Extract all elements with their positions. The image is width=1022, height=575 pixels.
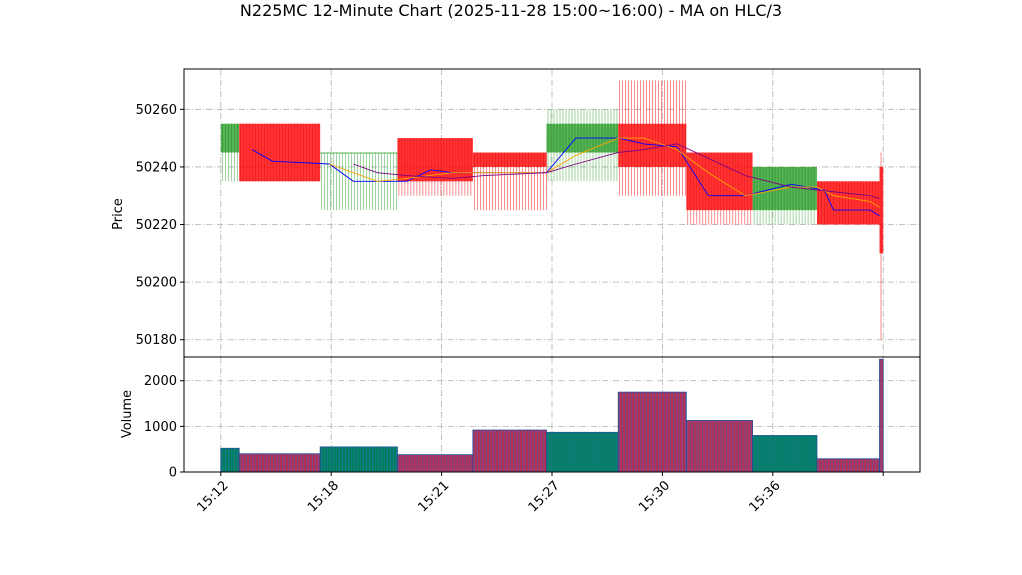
price-tick-label: 50200 bbox=[136, 276, 177, 291]
volume-bar bbox=[685, 420, 753, 473]
candle bbox=[397, 138, 473, 196]
volume-bar-fill bbox=[752, 435, 818, 473]
candle-body-ridge bbox=[687, 152, 752, 211]
price-panel: 50180 50200 50220 50240 50260 bbox=[136, 68, 921, 358]
volume-bar-hatch bbox=[547, 432, 618, 472]
price-tick-label: 50180 bbox=[136, 333, 177, 348]
volume-bar bbox=[752, 435, 818, 473]
candle-body bbox=[879, 166, 884, 254]
volume-panel: 0 1000 2000 bbox=[144, 356, 921, 481]
volume-bar-hatch bbox=[753, 435, 815, 472]
candle-body-ridge bbox=[240, 123, 319, 182]
candle bbox=[879, 152, 884, 340]
candle-body bbox=[472, 152, 547, 167]
candle bbox=[816, 181, 880, 225]
price-tick-label: 50260 bbox=[136, 103, 177, 118]
candle-body bbox=[220, 123, 240, 153]
candle-body bbox=[816, 181, 880, 225]
volume-bar-hatch bbox=[398, 454, 472, 472]
candle-wick bbox=[474, 152, 547, 211]
volume-bar bbox=[546, 431, 619, 473]
candle-body bbox=[686, 152, 753, 211]
chart-title: N225MC 12-Minute Chart (2025-11-28 15:00… bbox=[240, 1, 782, 20]
x-tick-label: 15:21 bbox=[415, 478, 452, 515]
volume-bar bbox=[879, 358, 884, 473]
volume-bar-fill bbox=[220, 447, 240, 473]
volume-bar bbox=[220, 447, 240, 473]
candle bbox=[239, 123, 321, 182]
price-axis-label: Price bbox=[111, 198, 126, 230]
candle bbox=[686, 152, 753, 225]
volume-bar-fill bbox=[685, 420, 753, 473]
x-tick-label: 15:12 bbox=[195, 478, 232, 515]
candle bbox=[618, 80, 687, 196]
volume-bar-hatch bbox=[687, 420, 752, 472]
volume-bar-fill bbox=[472, 429, 547, 473]
volume-bar bbox=[816, 458, 880, 473]
volume-bar-hatch bbox=[222, 448, 238, 472]
candle-body-ridge bbox=[222, 123, 238, 153]
volume-tick-label: 1000 bbox=[144, 420, 177, 435]
ma-line bbox=[329, 137, 880, 208]
volume-tick-label: 0 bbox=[169, 466, 177, 481]
volume-bar-fill bbox=[546, 431, 619, 473]
volume-bar-hatch bbox=[474, 430, 547, 472]
candle-body bbox=[618, 123, 687, 167]
volume-axis-label: Volume bbox=[120, 390, 135, 438]
x-tick-label: 15:27 bbox=[526, 478, 563, 515]
volume-bar-fill bbox=[617, 391, 687, 473]
candle-body-ridge bbox=[474, 152, 547, 167]
candle bbox=[472, 152, 547, 211]
volume-bar-hatch bbox=[240, 453, 319, 472]
candle bbox=[752, 166, 817, 225]
x-tick-label: 15:18 bbox=[305, 478, 342, 515]
volume-bar bbox=[238, 453, 321, 473]
volume-bar-hatch bbox=[619, 392, 686, 472]
volume-bar-fill bbox=[319, 446, 398, 473]
candle bbox=[220, 123, 240, 182]
candle bbox=[546, 109, 619, 182]
candle-body-ridge bbox=[398, 138, 472, 182]
candle-body bbox=[397, 138, 473, 182]
price-tick-label: 50240 bbox=[136, 160, 177, 175]
volume-bar-hatch bbox=[818, 458, 879, 472]
volume-bar bbox=[617, 391, 687, 473]
x-tick-label: 15:30 bbox=[636, 478, 673, 515]
price-tick-label: 50220 bbox=[136, 218, 177, 233]
x-tick-label: 15:36 bbox=[747, 478, 784, 515]
candle-body bbox=[320, 152, 398, 154]
volume-bar-hatch bbox=[321, 446, 397, 472]
volume-bar bbox=[397, 454, 474, 473]
candle-body-ridge bbox=[818, 181, 879, 225]
ma-line bbox=[353, 143, 880, 200]
volume-tick-label: 2000 bbox=[144, 374, 177, 389]
volume-bar bbox=[319, 446, 398, 473]
volume-bar-fill bbox=[879, 358, 884, 473]
x-axis: 15:12 15:18 15:21 15:27 15:30 15:36 bbox=[195, 472, 884, 515]
volume-bar bbox=[472, 429, 547, 473]
